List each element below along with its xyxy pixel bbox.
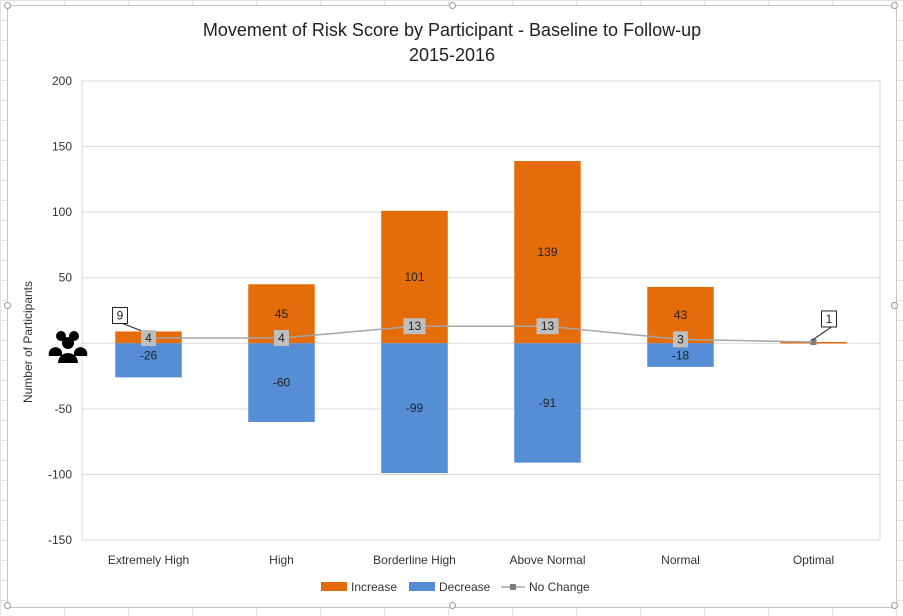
no-change-label-box bbox=[141, 330, 156, 347]
increase-data-label: 101 bbox=[404, 270, 424, 284]
increase-callout-leader bbox=[812, 326, 832, 341]
increase-data-label: 139 bbox=[537, 245, 557, 259]
increase-callout-box bbox=[112, 306, 128, 324]
people-group-icon bbox=[48, 331, 88, 363]
decrease-data-label: -60 bbox=[273, 376, 291, 390]
x-tick-label: Borderline High bbox=[373, 553, 456, 567]
resize-handle-top-left[interactable] bbox=[4, 2, 11, 9]
resize-handle-left[interactable] bbox=[4, 302, 11, 309]
increase-data-label: 43 bbox=[674, 308, 688, 322]
no-change-data-label: 4 bbox=[278, 331, 285, 345]
decrease-bar bbox=[647, 343, 714, 367]
legend-decrease-label: Decrease bbox=[439, 580, 491, 594]
resize-handle-bottom-left[interactable] bbox=[4, 602, 11, 609]
decrease-bar bbox=[115, 343, 182, 378]
x-tick-label: Extremely High bbox=[108, 553, 189, 567]
resize-handle-top[interactable] bbox=[449, 2, 456, 9]
x-axis: Extremely High High Borderline High Above N… bbox=[108, 553, 834, 567]
no-change-data-label: 13 bbox=[408, 319, 422, 333]
increase-callout-box bbox=[821, 310, 837, 328]
x-tick-label: High bbox=[269, 553, 294, 567]
x-tick-label: Above Normal bbox=[509, 553, 585, 567]
y-tick-label: -150 bbox=[48, 533, 72, 547]
increase-data-label: 1 bbox=[826, 312, 833, 326]
decrease-data-label: -26 bbox=[140, 348, 158, 362]
decrease-bar bbox=[248, 343, 315, 422]
y-tick-label: 50 bbox=[59, 271, 73, 285]
decrease-bar bbox=[514, 343, 581, 463]
no-change-data-label: 3 bbox=[677, 332, 684, 346]
decrease-bar bbox=[381, 343, 448, 474]
gridlines: -150 -100 -50 50 100 150 200 bbox=[48, 74, 881, 547]
legend-no-change-marker bbox=[510, 584, 516, 590]
legend-no-change-label: No Change bbox=[529, 580, 590, 594]
resize-handle-bottom-right[interactable] bbox=[891, 602, 898, 609]
no-change-data-label: 4 bbox=[145, 331, 152, 345]
increase-data-label: 45 bbox=[275, 307, 289, 321]
legend: Increase Decrease No Change bbox=[321, 580, 590, 594]
resize-handle-bottom[interactable] bbox=[449, 602, 456, 609]
x-tick-label: Normal bbox=[661, 553, 700, 567]
decrease-data-label: -99 bbox=[406, 401, 424, 415]
no-change-label-box bbox=[673, 331, 688, 348]
legend-increase-label: Increase bbox=[351, 580, 397, 594]
y-tick-label: 150 bbox=[52, 140, 72, 154]
increase-data-label: 9 bbox=[117, 308, 124, 322]
x-tick-label: Optimal bbox=[793, 553, 834, 567]
no-change-label-box bbox=[274, 330, 289, 347]
chart-subtitle: 2015-2016 bbox=[409, 45, 495, 65]
no-change-data-label: 13 bbox=[541, 319, 555, 333]
legend-increase-swatch bbox=[321, 582, 347, 591]
decrease-data-label: -91 bbox=[539, 396, 557, 410]
chart-svg: Movement of Risk Score by Participant - … bbox=[21, 20, 881, 594]
y-tick-label: -100 bbox=[48, 467, 72, 481]
chart-title: Movement of Risk Score by Participant - … bbox=[203, 20, 701, 40]
resize-handle-top-right[interactable] bbox=[891, 2, 898, 9]
legend-decrease-swatch bbox=[409, 582, 435, 591]
y-tick-label: 200 bbox=[52, 74, 72, 88]
bars bbox=[115, 160, 847, 474]
y-axis-title: Number of Participants bbox=[21, 281, 35, 403]
y-tick-label: 100 bbox=[52, 205, 72, 219]
no-change-marker bbox=[810, 338, 817, 345]
resize-handle-right[interactable] bbox=[891, 302, 898, 309]
data-labels: 9 45 101 139 43 1 -26 -60 -99 -91 -18 4 4 13 13 3 bbox=[112, 245, 837, 415]
decrease-data-label: -18 bbox=[672, 348, 690, 362]
y-tick-label: -50 bbox=[55, 402, 73, 416]
no-change-label-box bbox=[536, 318, 559, 335]
no-change-label-box bbox=[403, 318, 426, 335]
increase-bar bbox=[514, 160, 581, 344]
chart-area[interactable]: Movement of Risk Score by Participant - … bbox=[4, 2, 898, 609]
no-change-line bbox=[148, 325, 814, 343]
